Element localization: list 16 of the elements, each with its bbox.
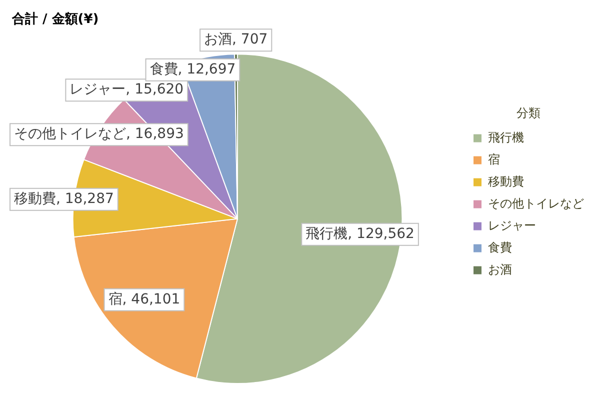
legend-label: 飛行機 bbox=[488, 130, 524, 144]
legend-title: 分類 bbox=[516, 106, 540, 120]
data-label: レジャー, 15,620 bbox=[70, 82, 184, 98]
legend-label: レジャー bbox=[488, 218, 536, 232]
legend-label: お酒 bbox=[488, 262, 512, 276]
legend-label: その他トイレなど bbox=[488, 196, 584, 210]
legend-label: 移動費 bbox=[488, 174, 524, 188]
data-label: その他トイレなど, 16,893 bbox=[14, 126, 184, 142]
data-label: お酒, 707 bbox=[204, 32, 268, 48]
chart-title: 合計 / 金額(¥) bbox=[11, 11, 99, 28]
data-label: 宿, 46,101 bbox=[108, 291, 180, 308]
data-label: 移動費, 18,287 bbox=[14, 191, 114, 208]
legend-label: 宿 bbox=[488, 152, 500, 166]
data-label: 飛行機, 129,562 bbox=[306, 226, 414, 242]
legend-label: 食費 bbox=[488, 240, 512, 254]
data-label: 食費, 12,697 bbox=[150, 61, 236, 78]
